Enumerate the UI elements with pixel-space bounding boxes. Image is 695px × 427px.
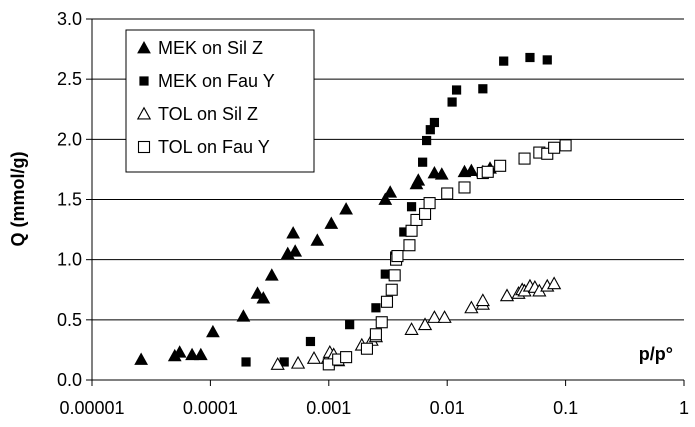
- data-point: [206, 324, 220, 338]
- data-point: [418, 207, 432, 220]
- y-tick-label: 1.0: [57, 250, 82, 270]
- x-tick-labels: 0.00001 0.0001 0.001 0.01 0.1 1: [59, 398, 689, 418]
- data-point: [429, 117, 440, 128]
- y-tick-label: 0.0: [57, 370, 82, 390]
- data-point: [380, 269, 390, 279]
- data-point: [185, 347, 199, 361]
- legend-label: MEK on Sil Z: [158, 38, 263, 58]
- data-point: [137, 140, 151, 154]
- data-point: [546, 276, 562, 290]
- data-point: [380, 295, 394, 308]
- x-tick-label: 1: [679, 398, 689, 418]
- data-point: [286, 226, 301, 239]
- data-point: [458, 181, 471, 194]
- data-point: [256, 291, 271, 304]
- data-point: [375, 316, 388, 329]
- data-point: [406, 202, 417, 212]
- data-point: [548, 141, 561, 154]
- data-point: [404, 322, 419, 335]
- data-point: [270, 357, 285, 370]
- data-point: [264, 268, 279, 281]
- data-point: [290, 355, 306, 369]
- legend: MEK on Sil Z MEK on Fau Y TOL on Sil Z TOL …: [125, 29, 315, 173]
- data-point: [139, 76, 149, 86]
- data-point: [310, 233, 325, 246]
- axes: [86, 18, 685, 386]
- data-point: [193, 347, 208, 361]
- y-axis-label: Q (mmol/g): [8, 152, 28, 247]
- data-point: [385, 283, 398, 296]
- data-point: [427, 310, 442, 323]
- data-point: [464, 300, 479, 314]
- data-point: [499, 288, 515, 302]
- data-point: [437, 310, 452, 323]
- x-tick-label: 0.1: [553, 398, 578, 418]
- data-point: [241, 357, 251, 367]
- data-point: [172, 345, 187, 358]
- y-tick-label: 3.0: [57, 9, 82, 29]
- data-point: [137, 40, 151, 54]
- data-point: [134, 352, 149, 365]
- data-point: [305, 336, 316, 347]
- data-point: [383, 185, 398, 198]
- data-point: [559, 139, 572, 152]
- data-point: [306, 351, 322, 364]
- data-point: [475, 293, 490, 307]
- data-point: [369, 328, 382, 341]
- data-point: [478, 84, 488, 94]
- y-tick-labels: 0.0 0.5 1.0 1.5 2.0 2.5 3.0: [57, 9, 82, 390]
- data-point: [499, 56, 509, 66]
- x-tick-label: 0.001: [306, 398, 351, 418]
- data-point: [288, 244, 303, 257]
- x-tick-label: 0.01: [430, 398, 465, 418]
- data-point: [451, 85, 462, 95]
- x-tick-label: 0.00001: [59, 398, 124, 418]
- y-tick-label: 2.5: [57, 69, 82, 89]
- data-point: [236, 309, 251, 322]
- data-point: [417, 317, 433, 331]
- x-axis-label: p/p°: [639, 344, 673, 364]
- legend-label: MEK on Fau Y: [158, 71, 275, 91]
- data-point: [388, 269, 401, 282]
- data-point: [411, 173, 426, 186]
- data-point: [518, 152, 531, 165]
- data-point: [542, 55, 552, 65]
- data-points: [134, 52, 572, 371]
- data-point: [418, 157, 428, 167]
- x-tick-label: 0.0001: [183, 398, 238, 418]
- y-tick-label: 0.5: [57, 310, 82, 330]
- data-point: [378, 192, 393, 205]
- y-tick-label: 1.5: [57, 190, 82, 210]
- data-point: [494, 159, 507, 172]
- data-point: [422, 135, 432, 146]
- data-point: [423, 197, 436, 210]
- data-point: [339, 202, 353, 215]
- data-point: [434, 167, 449, 180]
- data-point: [403, 239, 416, 252]
- legend-label: TOL on Sil Z: [158, 104, 258, 124]
- data-point: [250, 286, 265, 299]
- data-point: [405, 224, 418, 237]
- legend-label: TOL on Fau Y: [158, 137, 270, 157]
- data-point: [340, 351, 353, 364]
- data-point: [391, 250, 404, 263]
- data-point: [441, 187, 454, 200]
- data-point: [371, 303, 381, 313]
- y-tick-label: 2.0: [57, 129, 82, 149]
- data-point: [464, 163, 479, 176]
- data-point: [136, 106, 152, 120]
- legend-box: [125, 29, 315, 173]
- data-point: [481, 165, 494, 178]
- data-point: [360, 342, 374, 355]
- data-point: [345, 320, 355, 330]
- data-point: [447, 97, 457, 107]
- data-point: [324, 216, 339, 229]
- data-point: [525, 52, 535, 63]
